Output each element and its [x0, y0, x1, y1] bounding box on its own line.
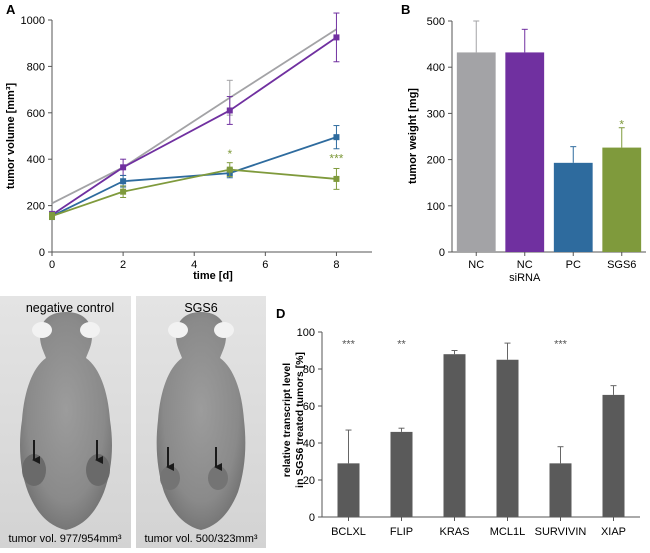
- chart-a-point: [120, 178, 127, 185]
- chart-d-bar: [443, 354, 466, 517]
- chart-a-y-tick-label: 800: [27, 61, 45, 73]
- chart-a-x-tick-label: 4: [191, 259, 197, 271]
- panel-label-a: A: [6, 2, 16, 17]
- chart-b-y-tick-label: 500: [427, 16, 445, 28]
- photo-left-caption: tumor vol. 977/954mm³: [8, 533, 121, 545]
- chart-d-bar: [496, 359, 519, 517]
- panel-label-b: B: [401, 2, 410, 17]
- chart-d-x-tick-label: BCLXL: [331, 526, 366, 538]
- chart-a-series-line-2: [51, 136, 337, 217]
- chart-b-y-tick-label: 100: [427, 201, 445, 213]
- chart-b-x-tick-label: NC: [468, 259, 484, 271]
- chart-a-y-tick-label: 200: [27, 201, 45, 213]
- chart-a-series-line-0: [51, 28, 337, 205]
- chart-a-y-tick-label: 600: [27, 108, 45, 120]
- chart-b-y-tick-label: 0: [439, 247, 445, 259]
- chart-b-y-tick-label: 400: [427, 62, 445, 74]
- chart-d-bar: [390, 431, 413, 517]
- chart-d-x-tick-label: KRAS: [440, 526, 470, 538]
- chart-d-x-tick-label: XIAP: [601, 526, 626, 538]
- chart-d-y-label-line2: in SGS6 treated tumors [%]: [294, 352, 306, 488]
- photo-right-caption: tumor vol. 500/323mm³: [144, 533, 257, 545]
- chart-d-significance: **: [397, 338, 406, 350]
- chart-a-x-tick-label: 2: [120, 259, 126, 271]
- chart-d-x-tick-label: SURVIVIN: [535, 526, 587, 538]
- panel-c-photos: negative control tumor vol. 977/954mm³ S…: [0, 296, 266, 548]
- chart-b-bar: [456, 52, 496, 252]
- chart-b-y-tick-label: 200: [427, 155, 445, 167]
- chart-a-point: [120, 188, 127, 195]
- chart-d-x-tick-label: MCL1L: [490, 526, 525, 538]
- chart-a-significance: *: [227, 147, 232, 161]
- chart-a-point: [226, 107, 233, 114]
- chart-a-point: [333, 34, 340, 41]
- chart-d-y-tick-label: 20: [303, 475, 315, 487]
- chart-a-point: [120, 164, 127, 171]
- chart-a-x-tick-label: 8: [333, 259, 339, 271]
- chart-b-x-tick-label: SGS6: [607, 259, 636, 271]
- chart-b-bar: [602, 147, 642, 252]
- chart-a-x-label: time [d]: [193, 270, 233, 282]
- chart-d-y-label-line1: relative transcript level: [281, 363, 293, 477]
- chart-a-y-label: tumor volume [mm³]: [5, 82, 17, 189]
- chart-d-x-tick-label: FLIP: [390, 526, 413, 538]
- chart-d-y-tick-label: 60: [303, 401, 315, 413]
- chart-a-significance: ***: [329, 152, 343, 166]
- chart-d-significance: ***: [342, 338, 356, 350]
- chart-d-significance: ***: [554, 338, 568, 350]
- chart-d-y-tick-label: 40: [303, 438, 315, 450]
- photo-sgs6: SGS6 tumor vol. 500/323mm³: [136, 296, 266, 548]
- chart-d-bar: [602, 394, 625, 517]
- chart-a-series-line-1: [51, 36, 337, 216]
- chart-a-x-tick-label: 6: [262, 259, 268, 271]
- chart-a-x-tick-label: 0: [49, 259, 55, 271]
- chart-d-y-tick-label: 100: [297, 327, 315, 339]
- chart-d-y-tick-label: 80: [303, 364, 315, 376]
- chart-d-transcript-level: 0 20 40 60 80 100 BCLXL FLIP KRAS MCL1L SURVIVIN X…: [281, 327, 640, 538]
- chart-d-bar: [549, 463, 572, 517]
- chart-b-x-tick-label-line2: siRNA: [509, 272, 541, 284]
- chart-a-point: [49, 213, 55, 220]
- chart-a-point: [333, 134, 340, 141]
- chart-d-bar: [337, 463, 360, 517]
- chart-b-bar: [553, 162, 593, 252]
- chart-b-y-label: tumor weight [mg]: [407, 88, 419, 184]
- chart-a-y-tick-label: 400: [27, 154, 45, 166]
- chart-a-y-tick-label: 1000: [21, 15, 45, 27]
- chart-b-x-tick-label: PC: [566, 259, 581, 271]
- chart-b-y-tick-label: 300: [427, 108, 445, 120]
- photo-left-title: negative control: [26, 301, 114, 315]
- chart-a-point: [333, 175, 340, 182]
- chart-a-y-tick-label: 0: [39, 247, 45, 259]
- chart-b-bar: [505, 52, 545, 252]
- panel-label-d: D: [276, 306, 285, 321]
- chart-d-y-tick-label: 0: [309, 512, 315, 524]
- chart-b-x-tick-label: NC: [517, 259, 533, 271]
- photo-negative-control: negative control tumor vol. 977/954mm³: [0, 296, 131, 548]
- photo-right-title: SGS6: [184, 301, 217, 315]
- chart-a-point: [226, 166, 233, 173]
- chart-a-series-line-3: [51, 168, 337, 217]
- chart-b-significance: *: [619, 117, 624, 131]
